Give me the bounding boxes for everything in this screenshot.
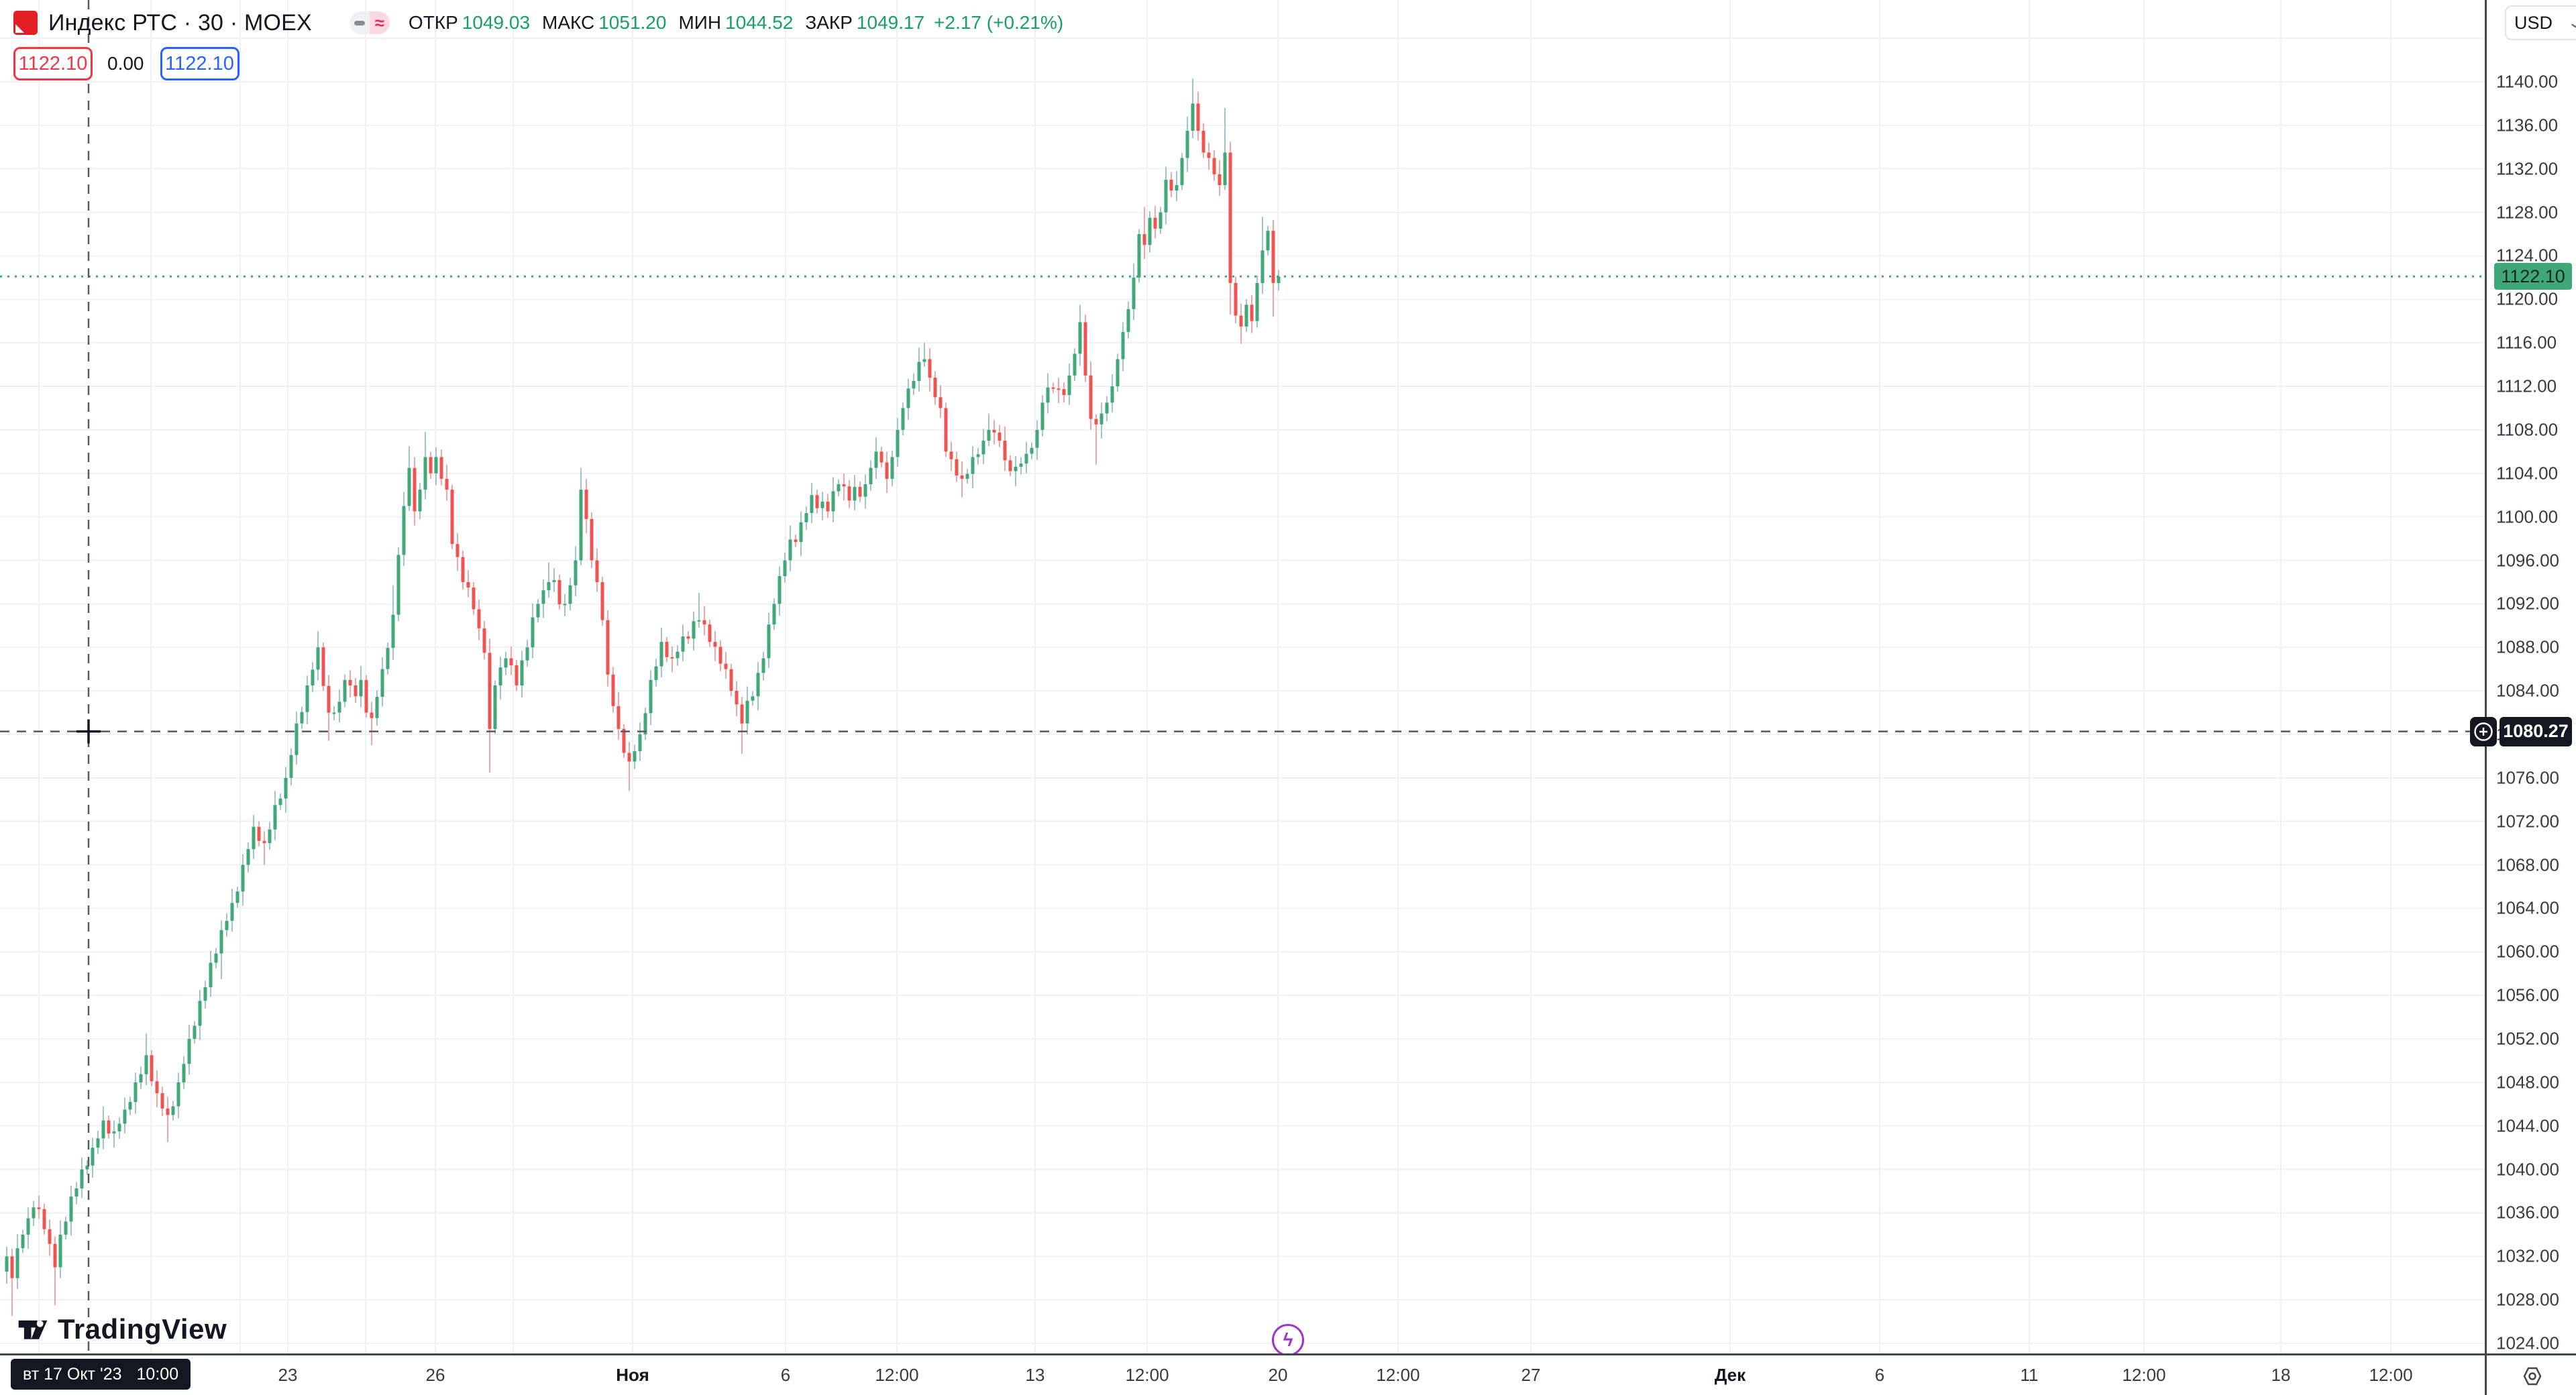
high-value: 1051.20 — [598, 12, 667, 33]
time-axis-label: 13 — [1025, 1365, 1045, 1385]
price-axis-label: 1092.00 — [2496, 593, 2559, 614]
time-axis[interactable]: 23 26 Ноя 6 12:00 13 12:00 20 12:00 27 Дек 6 11 12:00… — [0, 1353, 2576, 1395]
price-axis-label: 1140.00 — [2496, 71, 2559, 92]
candles-layer — [5, 78, 1281, 1317]
currency-label: USD — [2514, 12, 2553, 33]
price-axis-label: 1128.00 — [2496, 202, 2559, 223]
sell-price-button[interactable]: 1122.10 — [13, 47, 93, 80]
vertical-gridlines — [38, 0, 2392, 1353]
spread-value: 0.00 — [107, 53, 144, 74]
time-axis-label: 12:00 — [2122, 1365, 2166, 1385]
candlestick-chart-canvas[interactable] — [0, 0, 2485, 1353]
price-axis-label: 1124.00 — [2496, 245, 2559, 266]
buy-price-button[interactable]: 1122.10 — [160, 47, 239, 80]
time-axis-label: 23 — [278, 1365, 298, 1385]
time-axis-label: 12:00 — [1125, 1365, 1169, 1385]
price-axis-label: 1084.00 — [2496, 680, 2559, 701]
last-price-badge: 1122.10 — [2494, 263, 2572, 290]
price-axis-label: 1096.00 — [2496, 550, 2559, 570]
low-label: МИН — [678, 12, 722, 33]
time-axis-label: 11 — [2020, 1365, 2039, 1385]
price-axis-label: 1052.00 — [2496, 1028, 2559, 1049]
price-axis-label: 1120.00 — [2496, 288, 2559, 309]
chevron-down-icon: ⌄ — [2567, 14, 2576, 32]
lightning-icon: ϟ — [1283, 1329, 1293, 1350]
price-axis[interactable]: 1140.00 1136.00 1132.00 1128.00 1124.00 1120.… — [2485, 0, 2576, 1353]
time-axis-label: 12:00 — [1376, 1365, 1420, 1385]
horizontal-gridlines — [0, 38, 2485, 1345]
crosshair-cursor-marker — [76, 719, 101, 744]
price-axis-label: 1112.00 — [2496, 376, 2557, 396]
symbol-logo-icon — [13, 11, 38, 35]
symbol-header: Индекс РТС · 30 · MOEX ≈ ОТКР 1049.03 МА… — [13, 5, 1063, 80]
currency-selector[interactable]: USD ⌄ — [2505, 5, 2576, 40]
price-axis-label: 1076.00 — [2496, 767, 2559, 788]
tradingview-logo-text: TradingView — [58, 1313, 227, 1345]
price-axis-label: 1072.00 — [2496, 811, 2559, 832]
tradingview-mark-icon — [18, 1320, 48, 1339]
time-axis-label: Ноя — [616, 1365, 649, 1385]
close-label: ЗАКР — [805, 12, 853, 33]
low-value: 1044.52 — [725, 12, 794, 33]
time-axis-label: 12:00 — [2369, 1365, 2413, 1385]
time-axis-settings-corner[interactable] — [2485, 1353, 2576, 1395]
price-axis-label: 1064.00 — [2496, 897, 2559, 918]
time-axis-label: 18 — [2271, 1365, 2291, 1385]
price-axis-label: 1056.00 — [2496, 985, 2559, 1005]
time-axis-label: 27 — [1521, 1365, 1541, 1385]
add-alert-plus-button[interactable] — [2470, 716, 2497, 746]
ohlc-readout: ОТКР 1049.03 МАКС 1051.20 МИН 1044.52 ЗА… — [409, 12, 1063, 34]
price-axis-label: 1116.00 — [2496, 332, 2557, 353]
tradingview-logo[interactable]: TradingView — [17, 1313, 227, 1345]
price-axis-label: 1136.00 — [2496, 115, 2559, 135]
lightning-events-button[interactable]: ϟ — [1272, 1324, 1304, 1356]
price-axis-label: 1040.00 — [2496, 1159, 2559, 1180]
crosshair-time-chip: вт 17 Окт '23 10:00 — [11, 1359, 191, 1390]
open-value: 1049.03 — [462, 12, 531, 33]
price-axis-label: 1100.00 — [2496, 506, 2559, 527]
open-label: ОТКР — [408, 12, 458, 33]
crosshair-date: вт 17 Окт '23 — [23, 1364, 122, 1384]
close-value: 1049.17 — [856, 12, 925, 33]
price-axis-label: 1048.00 — [2496, 1072, 2559, 1093]
hide-indicator-icon[interactable] — [349, 11, 370, 34]
price-axis-label: 1088.00 — [2496, 636, 2559, 657]
price-axis-label: 1044.00 — [2496, 1115, 2559, 1136]
price-axis-label: 1036.00 — [2496, 1202, 2559, 1223]
symbol-title[interactable]: Индекс РТС · 30 · MOEX — [48, 9, 312, 36]
change-value: +2.17 (+0.21%) — [934, 12, 1064, 33]
time-axis-label: Дек — [1714, 1365, 1746, 1385]
price-axis-label: 1132.00 — [2496, 158, 2559, 179]
time-axis-label: 6 — [1874, 1365, 1885, 1385]
price-axis-label: 1104.00 — [2496, 463, 2559, 484]
legend-visibility-pill[interactable]: ≈ — [349, 11, 390, 34]
circle-plus-icon — [2474, 722, 2493, 741]
time-axis-label: 12:00 — [875, 1365, 919, 1385]
price-axis-label: 1108.00 — [2496, 419, 2559, 440]
price-axis-label: 1028.00 — [2496, 1289, 2559, 1310]
time-axis-label: 6 — [780, 1365, 791, 1385]
approx-icon[interactable]: ≈ — [369, 11, 390, 34]
price-axis-label: 1060.00 — [2496, 941, 2559, 962]
price-axis-label: 1024.00 — [2496, 1333, 2559, 1353]
price-axis-label: 1068.00 — [2496, 854, 2559, 875]
high-label: МАКС — [542, 12, 595, 33]
crosshair-price-badge: 1080.27 — [2500, 716, 2572, 746]
time-axis-label: 26 — [425, 1365, 445, 1385]
crosshair-time: 10:00 — [136, 1364, 179, 1384]
axis-settings-icon — [2523, 1367, 2542, 1386]
price-axis-label: 1032.00 — [2496, 1245, 2559, 1266]
time-axis-label: 20 — [1268, 1365, 1288, 1385]
